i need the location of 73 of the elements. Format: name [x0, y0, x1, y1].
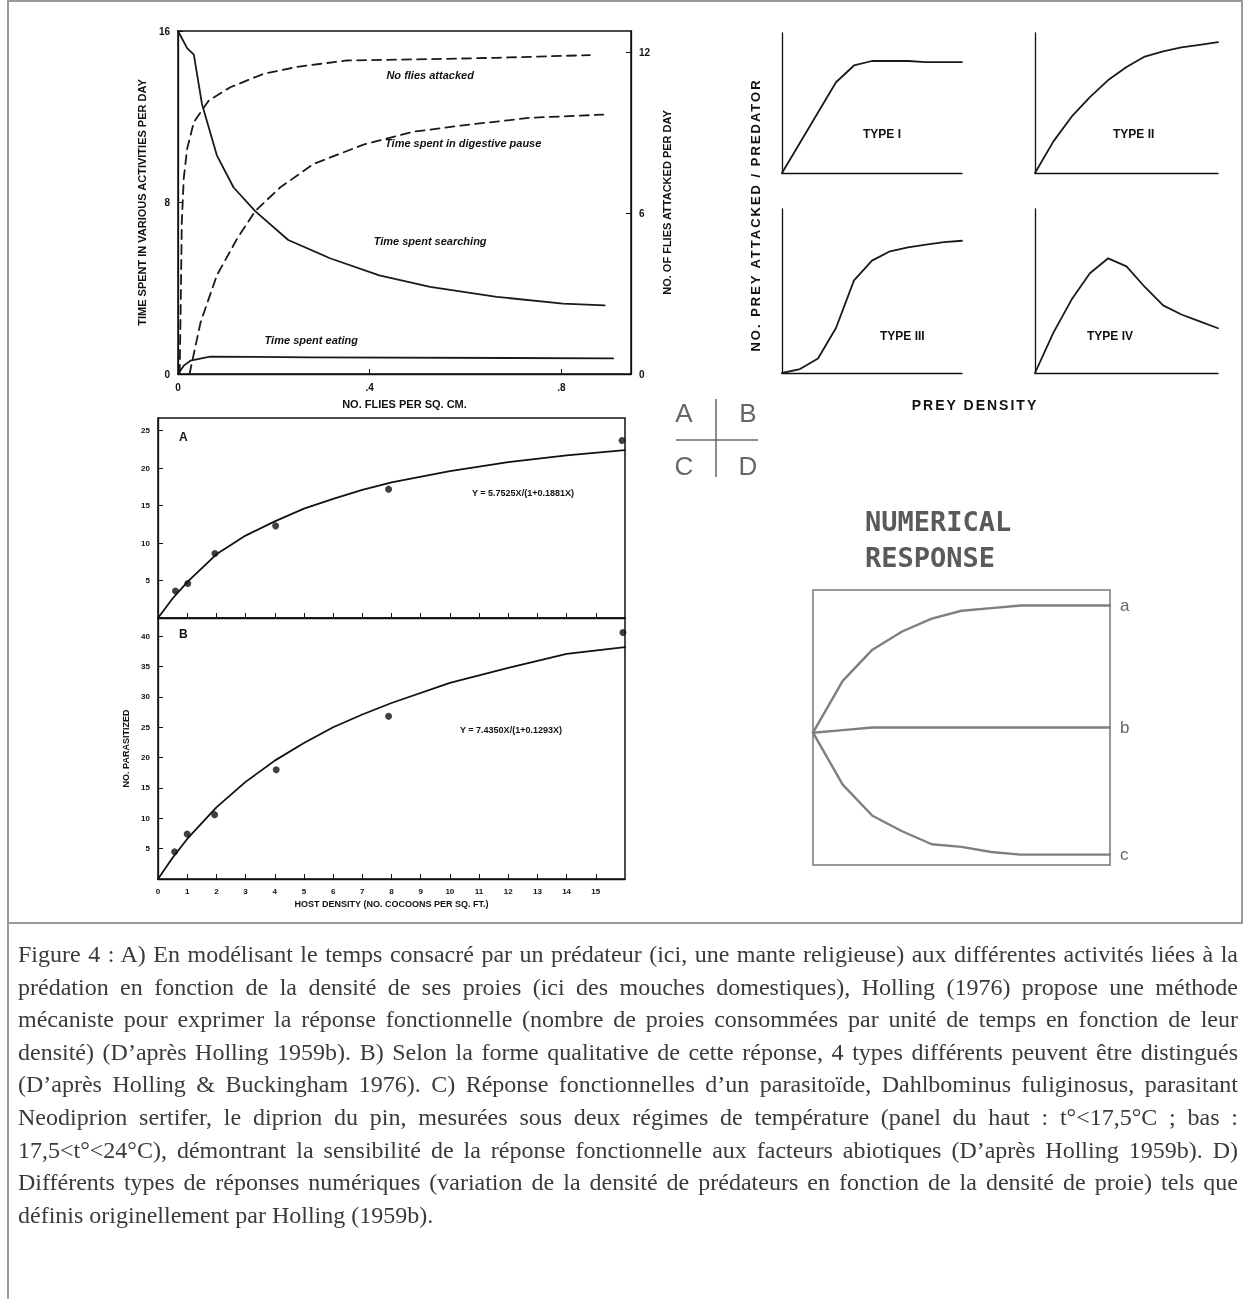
text: TYPE II: [1113, 127, 1155, 141]
text: Time spent searching: [373, 235, 487, 248]
y-tick-label: 15: [141, 783, 151, 793]
x-tick-label: 3: [243, 886, 249, 896]
chart-title: NUMERICAL RESPONSE: [865, 505, 1028, 573]
point: [211, 811, 219, 819]
y-tick-label: 8: [164, 197, 171, 208]
y-tick-label: 20: [141, 753, 151, 763]
x-tick-label: 8: [389, 886, 395, 896]
point: [272, 766, 280, 774]
y-tick-label: 16: [158, 25, 171, 37]
text: A: [675, 397, 693, 429]
y-tick-label: 10: [141, 538, 151, 548]
x-tick-label: 0: [155, 886, 161, 896]
y-tick-label: 0: [164, 368, 171, 380]
x-tick-label: 0: [175, 381, 182, 393]
y-tick-label: 35: [141, 662, 151, 672]
text: TYPE I: [863, 127, 902, 141]
y-axis-title: TIME SPENT IN VARIOUS ACTIVITIES PER DAY: [136, 78, 149, 326]
x-axis-title: HOST DENSITY (NO. COCOONS PER SQ. FT.): [294, 899, 489, 910]
text: TYPE III: [880, 329, 925, 343]
annotation: Y = 5.7525X/(1+0.1881X): [472, 487, 574, 498]
x-tick-label: 4: [272, 886, 278, 896]
text: A: [179, 430, 188, 444]
x-tick-label: 15: [591, 886, 601, 896]
y-tick-label: 30: [141, 692, 151, 702]
series-label: b: [1120, 718, 1130, 737]
x-tick-label: 6: [330, 886, 336, 896]
y2-tick-label: 0: [638, 368, 645, 380]
y-tick-label: 10: [141, 813, 151, 823]
y-tick-label: 40: [141, 631, 151, 641]
x-tick-label: 1: [184, 886, 190, 896]
series-label: c: [1120, 845, 1129, 865]
x-tick-label: 13: [532, 886, 543, 896]
x-axis-title: NO. FLIES PER SQ. CM.: [342, 397, 467, 410]
text: TYPE IV: [1087, 329, 1134, 343]
y-axis-title: NO. PREY ATTACKED / PREDATOR: [747, 78, 763, 352]
point: [619, 629, 627, 637]
x-tick-label: 12: [503, 886, 514, 896]
point: [385, 485, 393, 493]
text: D: [738, 450, 758, 482]
x-tick-label: 2: [214, 886, 220, 896]
y2-tick-label: 12: [638, 46, 651, 58]
x-tick-label: 11: [474, 886, 484, 896]
y-tick-label: 5: [145, 576, 151, 586]
point: [618, 436, 626, 444]
x-tick-label: .8: [557, 381, 567, 393]
x-tick-label: 10: [445, 886, 455, 896]
x-axis-title: PREY DENSITY: [911, 397, 1039, 413]
point: [385, 712, 393, 720]
text: C: [674, 450, 694, 482]
y2-axis-title: NO. OF FLIES ATTACKED PER DAY: [660, 109, 673, 295]
x-tick-label: 14: [562, 886, 572, 896]
point: [272, 522, 280, 530]
series-label: Time spent in digestive pause: [385, 136, 542, 149]
series-label: No flies attacked: [386, 68, 475, 81]
y-tick-label: 5: [145, 844, 151, 854]
annotation: Y = 7.4350X/(1+0.1293X): [460, 724, 562, 735]
x-tick-label: 5: [301, 886, 307, 896]
x-tick-label: 7: [360, 886, 366, 896]
series-label: a: [1120, 596, 1130, 616]
y-tick-label: 20: [141, 463, 151, 473]
text: B: [179, 627, 188, 641]
text: B: [739, 397, 757, 429]
y-axis-title: NO. PARASITIZED: [120, 709, 131, 788]
text: Figure 4 : A) En modélisant le temps consacré par un prédateur (ici, une mante religieuse) aux différentes activités liées à la prédation en fonction de la densité de ses proies (ici des mouches domestiques), Holling (1976) propose une méthode mécaniste pour exprimer la réponse fonctionnelle (nombre de proies consommées par unité de temps en fonction de leur densité) (D’après Holling 1959b). B) Selon la forme qualitative de cette réponse, 4 types différents peuvent être distingués (D’après Holling & Buckingham 1976). C) Réponse fonctionnelles d’un parasitoïde, Dahlbominus fuliginosus, parasitant Neodiprion sertifer, le diprion du pin, mesurées sous deux régimes de température (panel du haut : t°<17,5°C ; bas : 17,5<t°<24°C), démontrant la sensibilité de la réponse fonctionnelle aux facteurs abiotiques (D’après Holling 1959b). D) Différents types de réponses numériques (variation de la densité de prédateurs en fonction de la densité de proie) tels que définis originellement par Holling (1959b).: [18, 941, 1238, 1228]
y-tick-label: 25: [141, 722, 151, 732]
series-label: Time spent eating: [264, 333, 359, 346]
y2-tick-label: 6: [638, 207, 645, 219]
y-tick-label: 25: [141, 426, 151, 436]
x-tick-label: .4: [365, 381, 375, 393]
y-tick-label: 15: [141, 501, 151, 511]
x-tick-label: 9: [418, 886, 424, 896]
